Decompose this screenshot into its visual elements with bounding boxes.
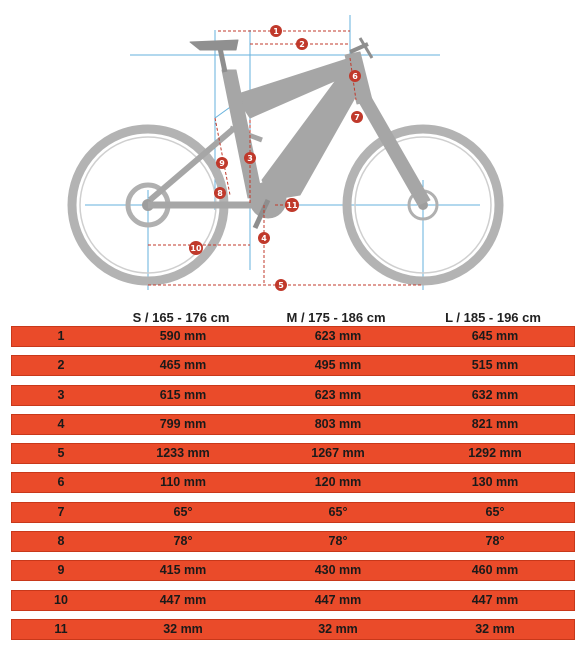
- row-number: 10: [54, 592, 68, 607]
- bike-geometry-diagram: 1 2 3 4 5 6 7 8 9 10 11: [67, 15, 504, 291]
- marker-10-label: 10: [190, 244, 202, 253]
- size-m-value: 623 mm: [314, 329, 362, 343]
- size-m-value: 32 mm: [318, 621, 358, 636]
- size-s-value: 65°: [173, 504, 193, 519]
- marker-7-label: 7: [354, 113, 360, 122]
- header-size-s: S / 165 - 176 cm: [132, 310, 230, 325]
- size-s-value: 78°: [173, 534, 193, 549]
- marker-11: 11: [285, 198, 299, 212]
- marker-2: 2: [296, 38, 308, 50]
- size-m-value: 65°: [328, 504, 348, 519]
- table-row: 2 465 mm 495 mm 515 mm: [11, 355, 575, 377]
- marker-9: 9: [216, 157, 228, 169]
- marker-5-label: 5: [278, 281, 284, 290]
- size-m-value: 120 mm: [314, 475, 362, 490]
- size-m-value: 623 mm: [314, 387, 362, 402]
- marker-3: 3: [244, 152, 256, 164]
- size-s-value: 32 mm: [163, 621, 203, 636]
- geometry-table: 1 590 mm 623 mm 645 mm 2 465 mm 495 mm 5…: [11, 326, 575, 648]
- row-number: 2: [57, 358, 65, 373]
- size-column-headers: S / 165 - 176 cm M / 175 - 186 cm L / 18…: [0, 310, 585, 328]
- table-row: 9 415 mm 430 mm 460 mm: [11, 560, 575, 582]
- size-l-value: 645 mm: [471, 329, 519, 343]
- row-number: 11: [54, 621, 68, 636]
- row-number: 9: [57, 563, 65, 578]
- size-s-value: 799 mm: [159, 416, 207, 431]
- marker-1: 1: [270, 25, 282, 37]
- table-row: 8 78° 78° 78°: [11, 531, 575, 553]
- marker-4: 4: [258, 232, 270, 244]
- marker-3-label: 3: [247, 154, 253, 163]
- row-number: 7: [57, 504, 65, 519]
- size-l-value: 821 mm: [471, 416, 519, 431]
- table-row: 4 799 mm 803 mm 821 mm: [11, 413, 575, 435]
- table-row: 5 1233 mm 1267 mm 1292 mm: [11, 443, 575, 465]
- size-l-value: 460 mm: [471, 563, 519, 578]
- table-row: 7 65° 65° 65°: [11, 501, 575, 523]
- table-row: 10 447 mm 447 mm 447 mm: [11, 589, 575, 611]
- table-row: 1 590 mm 623 mm 645 mm: [11, 326, 575, 347]
- marker-10: 10: [189, 241, 203, 255]
- marker-8: 8: [214, 187, 226, 199]
- size-l-value: 32 mm: [475, 621, 515, 636]
- marker-6: 6: [349, 70, 361, 82]
- row-number: 3: [57, 387, 65, 402]
- size-m-value: 78°: [328, 534, 348, 549]
- table-row: 3 615 mm 623 mm 632 mm: [11, 384, 575, 406]
- marker-6-label: 6: [352, 72, 358, 81]
- marker-4-label: 4: [261, 234, 267, 243]
- size-s-value: 110 mm: [160, 475, 206, 490]
- size-m-value: 430 mm: [314, 563, 362, 578]
- marker-11-label: 11: [286, 201, 298, 210]
- table-row: 6 110 mm 120 mm 130 mm: [11, 472, 575, 494]
- size-m-value: 447 mm: [314, 592, 362, 607]
- size-s-value: 1233 mm: [156, 446, 210, 461]
- size-s-value: 590 mm: [159, 329, 207, 343]
- size-s-value: 447 mm: [159, 592, 207, 607]
- bike-frame: [148, 37, 431, 230]
- size-l-value: 130 mm: [471, 475, 519, 490]
- marker-1-label: 1: [273, 27, 279, 36]
- marker-7: 7: [351, 111, 363, 123]
- row-number: 6: [57, 475, 65, 490]
- marker-9-label: 9: [219, 159, 225, 168]
- row-number: 1: [57, 329, 65, 343]
- size-m-value: 495 mm: [314, 358, 362, 373]
- size-l-value: 1292 mm: [468, 446, 522, 461]
- size-l-value: 78°: [485, 534, 505, 549]
- row-number: 5: [57, 446, 65, 461]
- marker-2-label: 2: [299, 40, 305, 49]
- marker-5: 5: [275, 279, 287, 291]
- size-l-value: 515 mm: [471, 358, 519, 373]
- size-l-value: 65°: [485, 504, 505, 519]
- size-l-value: 632 mm: [471, 387, 519, 402]
- row-number: 8: [57, 534, 65, 549]
- size-m-value: 803 mm: [314, 416, 362, 431]
- size-s-value: 465 mm: [159, 358, 207, 373]
- size-l-value: 447 mm: [471, 592, 519, 607]
- size-m-value: 1267 mm: [311, 446, 365, 461]
- size-s-value: 415 mm: [159, 563, 207, 578]
- row-number: 4: [57, 416, 65, 431]
- marker-8-label: 8: [217, 189, 223, 198]
- table-row: 11 32 mm 32 mm 32 mm: [11, 618, 575, 640]
- header-size-l: L / 185 - 196 cm: [445, 310, 541, 325]
- header-size-m: M / 175 - 186 cm: [286, 310, 386, 325]
- size-s-value: 615 mm: [159, 387, 207, 402]
